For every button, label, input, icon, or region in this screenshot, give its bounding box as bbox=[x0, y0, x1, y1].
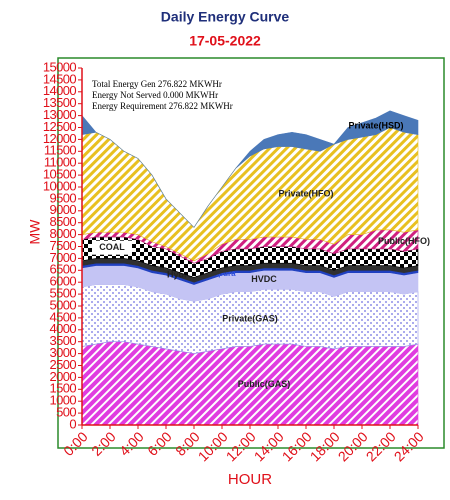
x-tick-label: 24:00 bbox=[391, 428, 427, 464]
y-tick-label: 1000 bbox=[49, 393, 76, 408]
y-tick-label: 14000 bbox=[43, 83, 77, 98]
x-tick-label: 2:00 bbox=[88, 428, 119, 459]
y-tick-label: 5000 bbox=[49, 297, 76, 312]
x-tick-label: 14:00 bbox=[251, 428, 287, 464]
x-axis-label: HOUR bbox=[228, 471, 272, 488]
x-tick-label: 4:00 bbox=[116, 428, 147, 459]
series-label: Tripura bbox=[208, 269, 236, 278]
y-tick-label: 7000 bbox=[49, 250, 76, 265]
y-tick-label: 1500 bbox=[49, 381, 76, 396]
chart-frame bbox=[57, 57, 445, 449]
y-tick-label: 3500 bbox=[49, 333, 76, 348]
y-tick-label: 8000 bbox=[49, 226, 76, 241]
y-tick-label: 8500 bbox=[49, 214, 76, 229]
x-tick-label: 20:00 bbox=[335, 428, 371, 464]
y-tick-label: 10000 bbox=[43, 178, 77, 193]
area bbox=[81, 110, 419, 228]
annotation: Energy Not Served 0.000 MKWHr bbox=[92, 90, 218, 100]
y-tick-label: 13000 bbox=[43, 107, 77, 122]
y-tick-label: 6000 bbox=[49, 274, 76, 289]
y-tick-label: 10500 bbox=[43, 167, 77, 182]
chart-subtitle: 17-05-2022 bbox=[189, 33, 261, 49]
x-tick-label: 12:00 bbox=[223, 428, 259, 464]
y-tick-label: 9000 bbox=[49, 202, 76, 217]
y-tick-label: 12500 bbox=[43, 119, 77, 134]
y-tick-label: 500 bbox=[56, 405, 76, 420]
annotation: Total Energy Gen 276.822 MKWHr bbox=[92, 79, 222, 89]
series-label: HVDC bbox=[251, 274, 277, 284]
series-label: Private(GAS) bbox=[222, 313, 278, 323]
y-tick-label: 2000 bbox=[49, 369, 76, 384]
x-tick-label: 10:00 bbox=[195, 428, 231, 464]
y-tick-label: 12000 bbox=[43, 131, 77, 146]
y-tick-label: 13500 bbox=[43, 95, 77, 110]
x-tick-label: 6:00 bbox=[144, 428, 175, 459]
series-label: Hydro bbox=[167, 269, 194, 279]
y-tick-label: 5500 bbox=[49, 286, 76, 301]
y-tick-label: 14500 bbox=[43, 71, 77, 86]
chart-title: Daily Energy Curve bbox=[161, 9, 290, 25]
series-label: COAL bbox=[99, 242, 125, 252]
y-tick-label: 7500 bbox=[49, 238, 76, 253]
annotation: Energy Requirement 276.822 MKWHr bbox=[92, 101, 233, 111]
y-tick-label: 3000 bbox=[49, 345, 76, 360]
y-tick-label: 4500 bbox=[49, 309, 76, 324]
y-tick-label: 11000 bbox=[44, 155, 77, 170]
y-tick-label: 15000 bbox=[43, 59, 77, 74]
y-tick-label: 11500 bbox=[44, 143, 77, 158]
y-axis-label: MW bbox=[27, 219, 43, 245]
label-box bbox=[92, 240, 132, 255]
y-tick-label: 6500 bbox=[49, 262, 76, 277]
y-tick-label: 2500 bbox=[49, 357, 76, 372]
series-label: Public(HFO) bbox=[378, 236, 430, 246]
x-tick-label: 18:00 bbox=[307, 428, 343, 464]
y-tick-label: 0 bbox=[69, 416, 76, 431]
series-label: Private(HFO) bbox=[278, 189, 333, 199]
x-tick-label: 22:00 bbox=[363, 428, 399, 464]
x-tick-label: 0:00 bbox=[60, 428, 91, 459]
y-tick-label: 4000 bbox=[49, 321, 76, 336]
x-tick-label: 16:00 bbox=[279, 428, 315, 464]
y-tick-label: 9500 bbox=[49, 190, 76, 205]
series-label: Private(HSD) bbox=[348, 121, 403, 131]
series-label: Public(GAS) bbox=[238, 379, 291, 389]
